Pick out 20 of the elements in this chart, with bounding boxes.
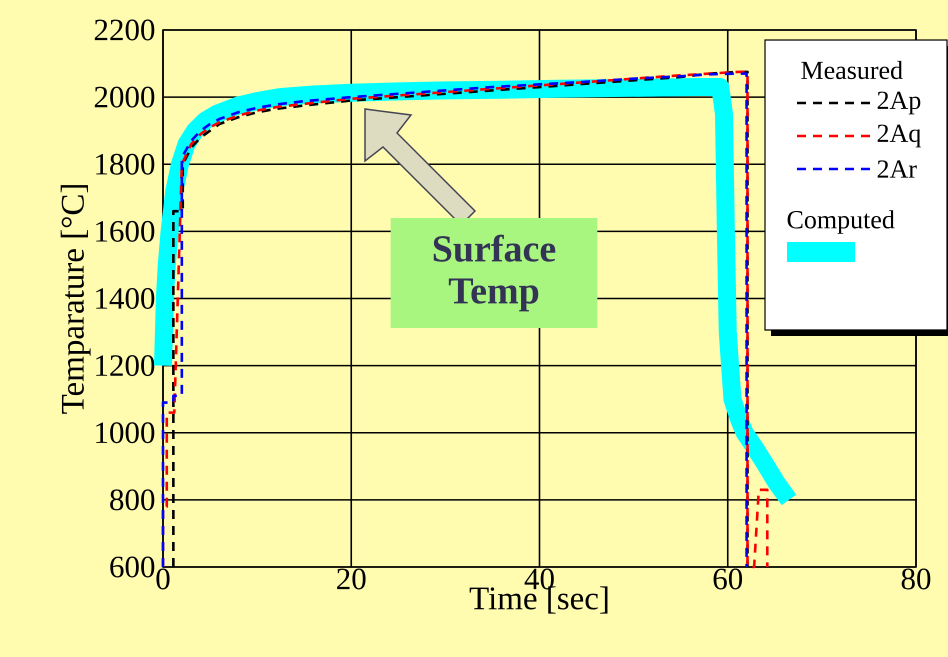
x-tick-label: 0 <box>156 568 170 590</box>
y-tick-label: 1400 <box>96 288 154 309</box>
x-tick-label: 20 <box>337 568 366 590</box>
y-axis-title: Temparature [°C] <box>60 185 91 414</box>
y-tick-label: 2000 <box>94 86 154 108</box>
legend-label: 2Ar <box>878 160 917 178</box>
annotation: Surface Temp <box>434 234 556 312</box>
y-tick-label: 2200 <box>94 20 154 40</box>
y-tick-label: 1800 <box>96 154 154 175</box>
x-tick-label: 80 <box>902 568 930 590</box>
legend-title: Measured <box>801 60 903 80</box>
legend-label: 2Ap <box>878 92 920 114</box>
x-tick-label: 60 <box>714 568 742 590</box>
text: Computed <box>788 210 895 234</box>
y-tick-label: 1600 <box>96 220 154 242</box>
legend-label: 2Aq <box>878 124 921 148</box>
y-tick-label: 600 <box>110 556 154 578</box>
y-tick-label: 800 <box>110 489 154 510</box>
y-tick-label: 1200 <box>96 355 154 376</box>
y-tick-label: 1000 <box>96 422 154 444</box>
